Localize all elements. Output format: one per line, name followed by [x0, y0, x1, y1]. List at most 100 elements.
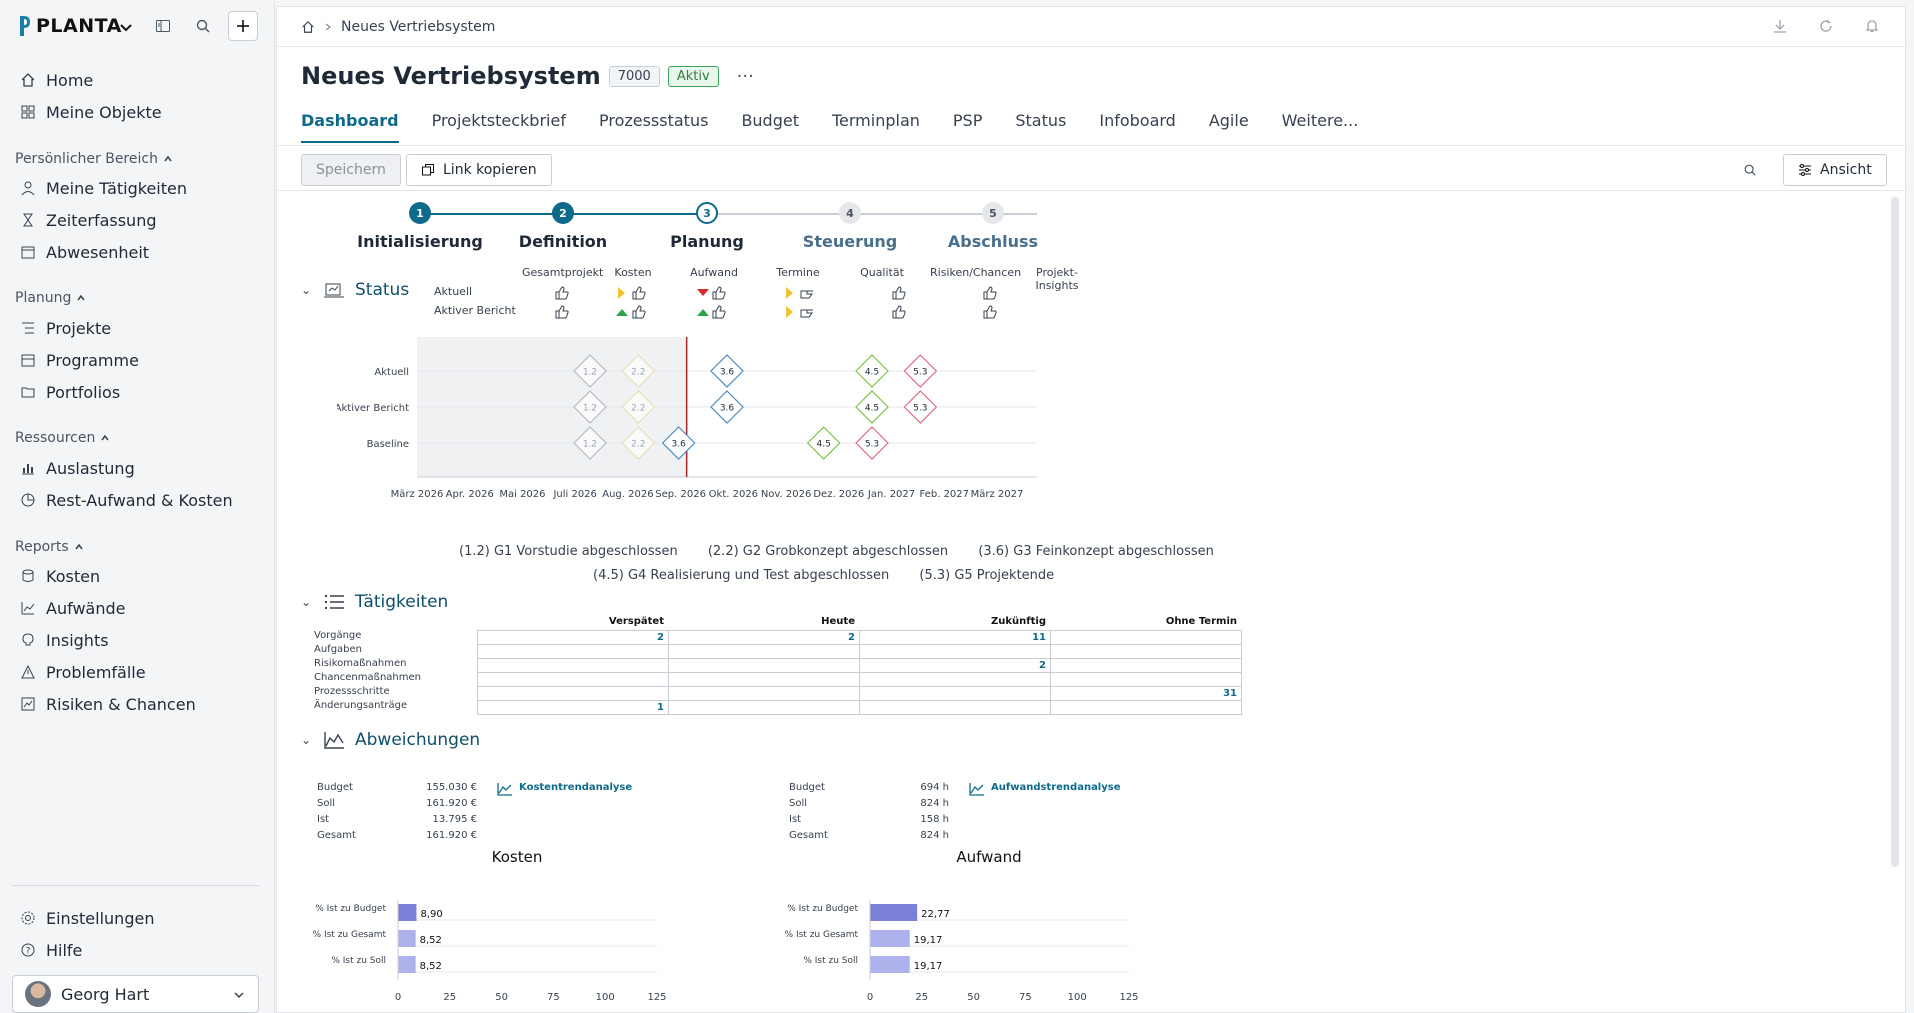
milestone-marker[interactable]: 1.2 [573, 354, 607, 388]
bar[interactable] [870, 956, 910, 973]
milestone-marker[interactable]: 3.6 [661, 426, 696, 460]
add-button[interactable] [228, 11, 258, 41]
status-section-header[interactable]: ⌄ Status [301, 280, 409, 300]
home-icon[interactable] [301, 20, 315, 34]
milestone-marker[interactable]: 1.2 [573, 426, 607, 460]
chevron-down-icon[interactable] [118, 19, 134, 35]
phase-step[interactable]: 5 Abschluss [893, 202, 1093, 251]
trend-analysis-link[interactable]: Kostentrendanalyse [519, 782, 633, 793]
milestone-marker[interactable]: 2.2 [621, 426, 656, 460]
status-column-header: Kosten [614, 266, 652, 279]
sidebar-item-insights[interactable]: Insights [12, 626, 262, 654]
phase-number: 5 [982, 202, 1004, 224]
sidebar-item-meine-taetigkeiten[interactable]: Meine Tätigkeiten [12, 174, 262, 202]
sidebar-item-programme[interactable]: Programme [12, 346, 262, 374]
activities-cell[interactable]: 2 [477, 630, 669, 645]
planta-logo[interactable]: PLANTA [18, 13, 122, 39]
activities-cell[interactable]: 2 [859, 658, 1051, 673]
sidebar-item-rest-aufwand[interactable]: Rest-Aufwand & Kosten [12, 486, 262, 514]
section-ressourcen[interactable]: Ressourcen [15, 429, 110, 447]
sidebar-item-aufwaende[interactable]: Aufwände [12, 594, 262, 622]
activities-cell[interactable]: 2 [668, 630, 860, 645]
milestone-marker[interactable]: 3.6 [710, 390, 744, 424]
kv-value: 694 h [920, 782, 949, 793]
sidebar-toggle-icon[interactable] [152, 15, 174, 37]
tab-weitere[interactable]: Weitere... [1281, 111, 1359, 130]
view-button[interactable]: Ansicht [1783, 154, 1887, 186]
trend-analysis-link[interactable]: Aufwandstrendanalyse [991, 782, 1121, 793]
milestone-marker[interactable]: 4.5 [855, 390, 889, 424]
activities-cell[interactable]: 1 [477, 700, 669, 715]
deviations-section-header[interactable]: ⌄ Abweichungen [301, 730, 480, 750]
trend-chart-icon[interactable] [497, 782, 513, 796]
activities-section-header[interactable]: ⌄ Tätigkeiten [301, 592, 448, 612]
activities-cell[interactable]: 31 [1050, 686, 1242, 701]
vertical-scrollbar[interactable] [1891, 197, 1899, 867]
copy-link-button[interactable]: Link kopieren [406, 154, 552, 186]
tab-projektsteckbrief[interactable]: Projektsteckbrief [431, 111, 566, 130]
bar[interactable] [870, 930, 910, 947]
sidebar-item-projekte[interactable]: Projekte [12, 314, 262, 342]
tab-prozessstatus[interactable]: Prozessstatus [598, 111, 709, 130]
bar[interactable] [398, 930, 416, 947]
search-icon[interactable] [1743, 163, 1757, 177]
milestone-marker[interactable]: 4.5 [855, 354, 889, 388]
sidebar-item-home[interactable]: Home [12, 66, 262, 94]
activities-cell[interactable]: 11 [859, 630, 1051, 645]
user-menu[interactable]: Georg Hart [12, 975, 259, 1013]
phase-number: 4 [839, 202, 861, 224]
tab-budget[interactable]: Budget [741, 111, 799, 130]
section-reports[interactable]: Reports [15, 538, 84, 556]
milestone-marker[interactable]: 4.5 [806, 426, 841, 460]
sidebar-item-einstellungen[interactable]: Einstellungen [12, 904, 262, 932]
tab-psp[interactable]: PSP [952, 111, 983, 130]
sidebar-item-label: Risiken & Chancen [46, 694, 196, 714]
save-button[interactable]: Speichern [301, 154, 401, 186]
sidebar-item-meine-objekte[interactable]: Meine Objekte [12, 98, 262, 126]
bar[interactable] [398, 904, 417, 921]
activities-cell [668, 686, 860, 701]
milestone-marker[interactable]: 3.6 [710, 354, 744, 388]
milestone-marker[interactable]: 1.2 [573, 390, 607, 424]
refresh-icon[interactable] [1819, 19, 1833, 33]
kv-value: 161.920 € [426, 830, 477, 841]
search-icon[interactable] [192, 15, 214, 37]
tab-terminplan[interactable]: Terminplan [831, 111, 920, 130]
phase-step[interactable]: 1 Initialisierung [320, 202, 520, 251]
sidebar-item-zeiterfassung[interactable]: Zeiterfassung [12, 206, 262, 234]
sidebar-item-abwesenheit[interactable]: Abwesenheit [12, 238, 262, 266]
phase-step[interactable]: 3 Planung [607, 202, 807, 251]
phase-step[interactable]: 4 Steuerung [750, 202, 950, 251]
download-icon[interactable] [1773, 19, 1787, 33]
tab-infoboard[interactable]: Infoboard [1099, 111, 1176, 130]
bar[interactable] [398, 956, 416, 973]
sidebar-item-label: Hilfe [46, 940, 83, 960]
sidebar-item-hilfe[interactable]: ? Hilfe [12, 936, 262, 964]
phase-step[interactable]: 2 Definition [463, 202, 663, 251]
sidebar-item-auslastung[interactable]: Auslastung [12, 454, 262, 482]
bell-icon[interactable] [1865, 19, 1879, 33]
activities-cell [859, 644, 1051, 659]
svg-text:1.2: 1.2 [583, 404, 597, 414]
section-planung[interactable]: Planung [15, 289, 86, 307]
bar-label: % Ist zu Gesamt [785, 930, 859, 940]
section-persoenlicher-bereich[interactable]: Persönlicher Bereich [15, 150, 173, 168]
more-options-icon[interactable]: ··· [736, 65, 754, 87]
milestone-marker[interactable]: 2.2 [621, 354, 656, 388]
bar[interactable] [870, 904, 918, 921]
svg-text:1.2: 1.2 [583, 440, 597, 450]
sidebar-item-portfolios[interactable]: Portfolios [12, 378, 262, 406]
milestone-marker[interactable]: 5.3 [903, 354, 938, 388]
milestone-marker[interactable]: 5.3 [903, 390, 938, 424]
sidebar-divider [12, 885, 259, 886]
kv-value: 155.030 € [426, 782, 477, 793]
milestone-marker[interactable]: 2.2 [621, 390, 656, 424]
sidebar-item-problemfaelle[interactable]: Problemfälle [12, 658, 262, 686]
trend-chart-icon[interactable] [969, 782, 985, 796]
sidebar-item-kosten[interactable]: Kosten [12, 562, 262, 590]
sidebar-item-risiken-chancen[interactable]: Risiken & Chancen [12, 690, 262, 718]
milestone-marker[interactable]: 5.3 [855, 426, 889, 460]
tab-agile[interactable]: Agile [1208, 111, 1249, 130]
tab-status[interactable]: Status [1015, 111, 1067, 130]
tab-dashboard[interactable]: Dashboard [301, 111, 399, 143]
